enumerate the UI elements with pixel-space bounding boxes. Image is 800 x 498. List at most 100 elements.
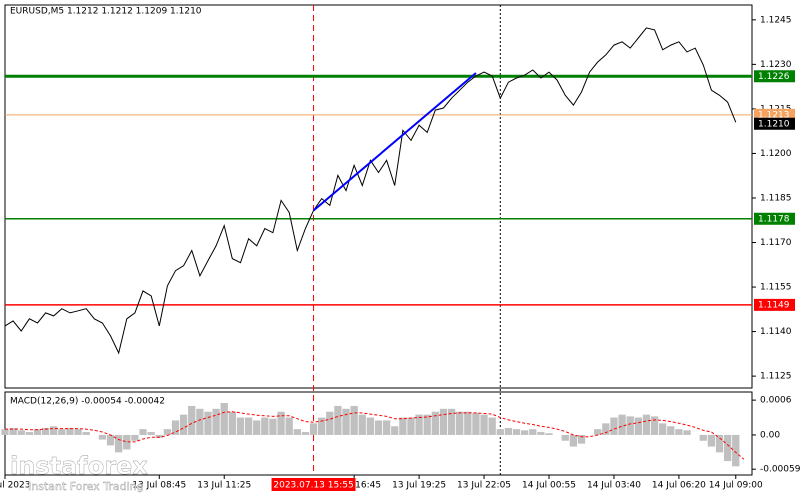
macd-bar [699,434,707,441]
macd-bar [496,429,504,435]
macd-bar [139,429,147,435]
x-tick-label: 14 Jul 00:55 [522,481,576,491]
macd-bar [25,432,34,435]
level-label: 1.1210 [758,119,790,129]
macd-bar [17,430,25,435]
macd-bar [675,429,683,435]
macd-bar [155,434,163,438]
macd-bar [293,429,301,435]
macd-bar [464,411,472,435]
macd-bar [277,411,285,435]
price-line [4,27,737,355]
macd-bar [431,411,439,435]
macd-bar [82,432,90,435]
macd-bar [602,423,610,435]
macd-bar [488,417,496,435]
y-tick-label: 1.1155 [760,283,792,293]
macd-bar [667,426,675,435]
macd-bar [723,434,732,462]
macd-bar [545,433,553,435]
macd-bar [626,416,634,435]
macd-bar [374,420,383,435]
macd-bar [520,430,529,435]
macd-bar [659,423,667,435]
level-label: 1.1149 [758,300,790,310]
macd-bar [439,408,448,435]
macd-bar [715,434,724,453]
macd-bar [472,412,480,435]
x-tick-label: 14 Jul 03:40 [587,481,641,491]
macd-bar [342,408,350,435]
macd-bar [188,405,196,435]
trend-line [312,72,477,212]
y-tick-label: 1.1200 [760,149,792,159]
macd-bar [415,414,423,435]
macd-bar [123,434,131,450]
macd-bar [350,405,358,435]
macd-bar [366,417,375,435]
y-tick-label: 1.1140 [760,327,792,337]
macd-bar [66,427,74,435]
level-label-box [754,212,795,225]
macd-bar [358,414,366,435]
y-tick-label: 0.00 [760,430,780,440]
macd-bar [1,429,9,435]
x-tick-label: 13 Jul 22:05 [457,481,511,491]
macd-bar [285,417,293,435]
level-label-box [754,117,795,130]
macd-bar [423,414,431,435]
macd-title: MACD(12,26,9) -0.00054 -0.00042 [10,397,165,407]
macd-bar [41,427,50,435]
level-label: 1.1178 [758,214,790,224]
watermark: instaforex Instant Forex Trading [10,452,149,493]
macd-bar [577,434,586,444]
macd-bar [9,427,17,435]
macd-bar [147,432,155,435]
macd-bar [179,414,188,435]
macd-bar [642,414,651,435]
macd-bar [537,432,545,435]
signal-line [5,411,745,460]
macd-bar [98,434,107,440]
macd-bar [391,426,399,435]
macd-bar [212,408,220,435]
main-panel [4,4,753,389]
macd-bar [269,418,277,435]
macd-bar [650,416,659,435]
x-tick-label: 13 Jul 19:25 [392,481,446,491]
y-tick-label: 0.0006 [760,396,792,406]
macd-bar [382,420,391,435]
macd-bar [569,434,578,447]
macd-bar [261,417,269,435]
x-tick-label: 13 Jul 08:45 [132,481,186,491]
x-marker-label: 2023.07.13 15:55 [273,481,353,491]
level-label-box [754,298,795,311]
y-tick-label: 1.1185 [760,193,792,203]
macd-bar [163,429,172,435]
macd-bar [309,423,318,435]
macd-bar [301,432,310,435]
macd-bar [33,429,42,435]
x-tick-label: 13 Jul 11:25 [197,481,251,491]
macd-bar [115,434,123,453]
macd-bar [407,417,415,435]
macd-bar [220,403,228,435]
macd-bar [399,417,407,435]
macd-bar [456,411,464,435]
macd-bar [204,411,212,435]
macd-bar [106,434,115,446]
level-label: 1.1226 [758,72,790,82]
macd-bar [74,429,82,435]
macd-bar [228,411,237,435]
macd-bar [618,414,626,435]
chart-title: EURUSD,M5 1.1212 1.1212 1.1209 1.1210 [10,7,202,17]
macd-bar [529,429,537,435]
level-label-box [754,70,795,83]
x-tick-label: 14 Jul 06:20 [652,481,706,491]
macd-bar [131,434,139,441]
macd-bar [171,420,180,435]
y-tick-label: 1.1245 [760,15,792,25]
macd-bar [318,417,326,435]
x-label-box [271,478,356,491]
